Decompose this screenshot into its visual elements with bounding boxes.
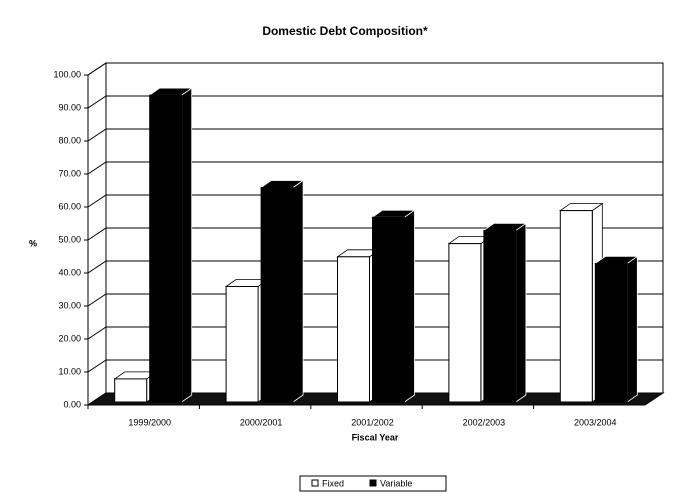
y-tick-label: 10.00	[58, 366, 81, 376]
y-tick-label: 100.00	[53, 69, 81, 79]
x-tick-label: 2003/2004	[574, 417, 617, 427]
grid-line	[87, 161, 663, 175]
x-tick-label: 2001/2002	[351, 417, 394, 427]
legend-label: Variable	[380, 478, 412, 488]
legend: Fixed Variable	[299, 475, 447, 492]
bar	[448, 243, 482, 403]
y-axis-title: %	[29, 238, 37, 248]
legend-swatch	[369, 479, 377, 487]
grid-line	[87, 227, 663, 241]
bar	[260, 187, 294, 403]
chart-title: Domestic Debt Composition*	[262, 24, 428, 38]
grid-line	[87, 62, 663, 76]
bar	[594, 262, 628, 403]
grid-line	[87, 95, 663, 109]
bar-group	[594, 255, 639, 403]
x-tick-label: 1999/2000	[128, 417, 171, 427]
y-tick-label: 20.00	[58, 333, 81, 343]
bar	[559, 210, 593, 403]
bar-group	[371, 209, 416, 403]
bar-side	[515, 222, 527, 403]
y-tick-label: 70.00	[58, 168, 81, 178]
grid-line	[87, 194, 663, 208]
x-tick-label: 2002/2003	[463, 417, 506, 427]
x-axis-title: Fiscal Year	[352, 432, 399, 442]
bar-group	[259, 179, 305, 403]
bar-group	[148, 87, 193, 403]
bar	[149, 94, 183, 403]
bar-side	[292, 179, 304, 403]
legend-swatch	[311, 479, 319, 487]
y-tick-label: 60.00	[58, 201, 81, 211]
y-tick-label: 30.00	[58, 300, 81, 310]
y-tick-label: 50.00	[58, 234, 81, 244]
bar	[483, 229, 517, 403]
y-tick-label: 90.00	[58, 102, 81, 112]
bar-group	[482, 222, 528, 403]
bar	[225, 286, 259, 403]
legend-label: Fixed	[322, 478, 344, 488]
x-tick-label: 2000/2001	[240, 417, 283, 427]
bar	[337, 256, 370, 403]
bar-side	[404, 209, 415, 403]
y-tick-label: 40.00	[58, 267, 81, 277]
bar-side	[626, 255, 638, 403]
grid-line	[87, 128, 663, 142]
y-tick-label: 0.00	[63, 399, 81, 409]
bar-side	[181, 87, 193, 403]
bar	[372, 216, 405, 403]
y-tick-label: 80.00	[58, 135, 81, 145]
bar	[114, 378, 148, 403]
